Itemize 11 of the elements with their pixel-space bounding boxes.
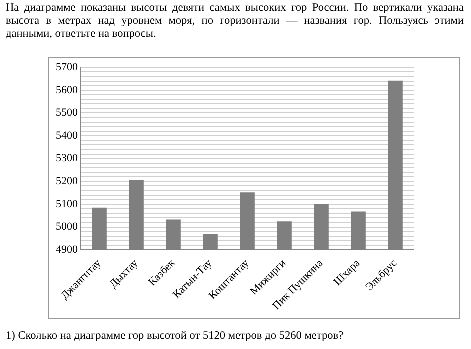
y-tick-label: 5000 xyxy=(56,221,78,234)
y-tick-label: 5300 xyxy=(56,152,78,165)
y-tick-label: 5600 xyxy=(56,84,78,96)
text: 1) Сколько на диаграмме гор высотой от 5120 метров до 5260 метров? xyxy=(6,330,344,342)
y-tick-label: 5400 xyxy=(56,130,78,142)
y-tick-label: 5500 xyxy=(56,107,78,120)
y-tick-label: 5100 xyxy=(56,198,78,210)
y-tick-label: 5700 xyxy=(56,61,78,74)
y-tick-label: 4900 xyxy=(56,244,78,256)
y-tick-label: 5200 xyxy=(56,176,78,188)
chart-title: На диаграмме показаны высоты девяти самых высоких гор России. По вертикали указана высота в метрах над уровнем моря, по горизонтали — названия гор. Пользуясь этими данными, ответьте на вопросы. xyxy=(6,2,464,41)
